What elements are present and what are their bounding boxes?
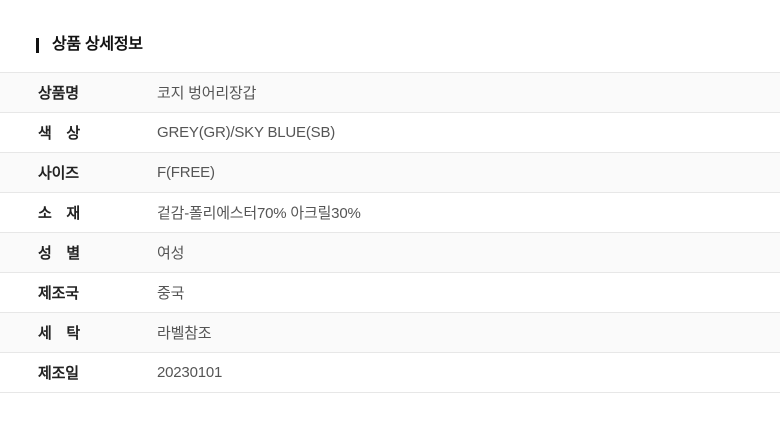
row-label: 세 탁 (38, 325, 81, 342)
row-label: 소 재 (38, 205, 81, 222)
row-value: F(FREE) (157, 164, 215, 181)
row-label: 상품명 (38, 85, 79, 102)
table-row: 색 상 GREY(GR)/SKY BLUE(SB) (0, 112, 780, 153)
section-header: 상품 상세정보 (36, 36, 780, 54)
table-row: 제조일 20230101 (0, 352, 780, 393)
row-value: 코지 벙어리장갑 (157, 85, 257, 102)
table-row: 소 재 겉감-폴리에스터70% 아크릴30% (0, 192, 780, 233)
section-title: 상품 상세정보 (52, 36, 143, 53)
row-value: GREY(GR)/SKY BLUE(SB) (157, 124, 336, 141)
section-title-bar (36, 37, 39, 53)
table-row: 성 별 여성 (0, 232, 780, 273)
row-label: 성 별 (38, 245, 81, 262)
row-value: 중국 (157, 285, 185, 302)
row-value: 여성 (157, 245, 185, 262)
row-label: 제조일 (38, 365, 79, 382)
row-label: 제조국 (38, 285, 79, 302)
table-row: 제조국 중국 (0, 272, 780, 313)
table-row: 세 탁 라벨참조 (0, 312, 780, 353)
table-row: 사이즈 F(FREE) (0, 152, 780, 193)
row-label: 사이즈 (38, 165, 79, 182)
row-value: 20230101 (157, 364, 223, 381)
row-value: 겉감-폴리에스터70% 아크릴30% (157, 205, 361, 222)
product-detail-table: 상품명 코지 벙어리장갑 색 상 GREY(GR)/SKY BLUE(SB) 사… (0, 72, 780, 393)
row-value: 라벨참조 (157, 325, 212, 342)
row-label: 색 상 (38, 125, 81, 142)
table-row: 상품명 코지 벙어리장갑 (0, 72, 780, 113)
